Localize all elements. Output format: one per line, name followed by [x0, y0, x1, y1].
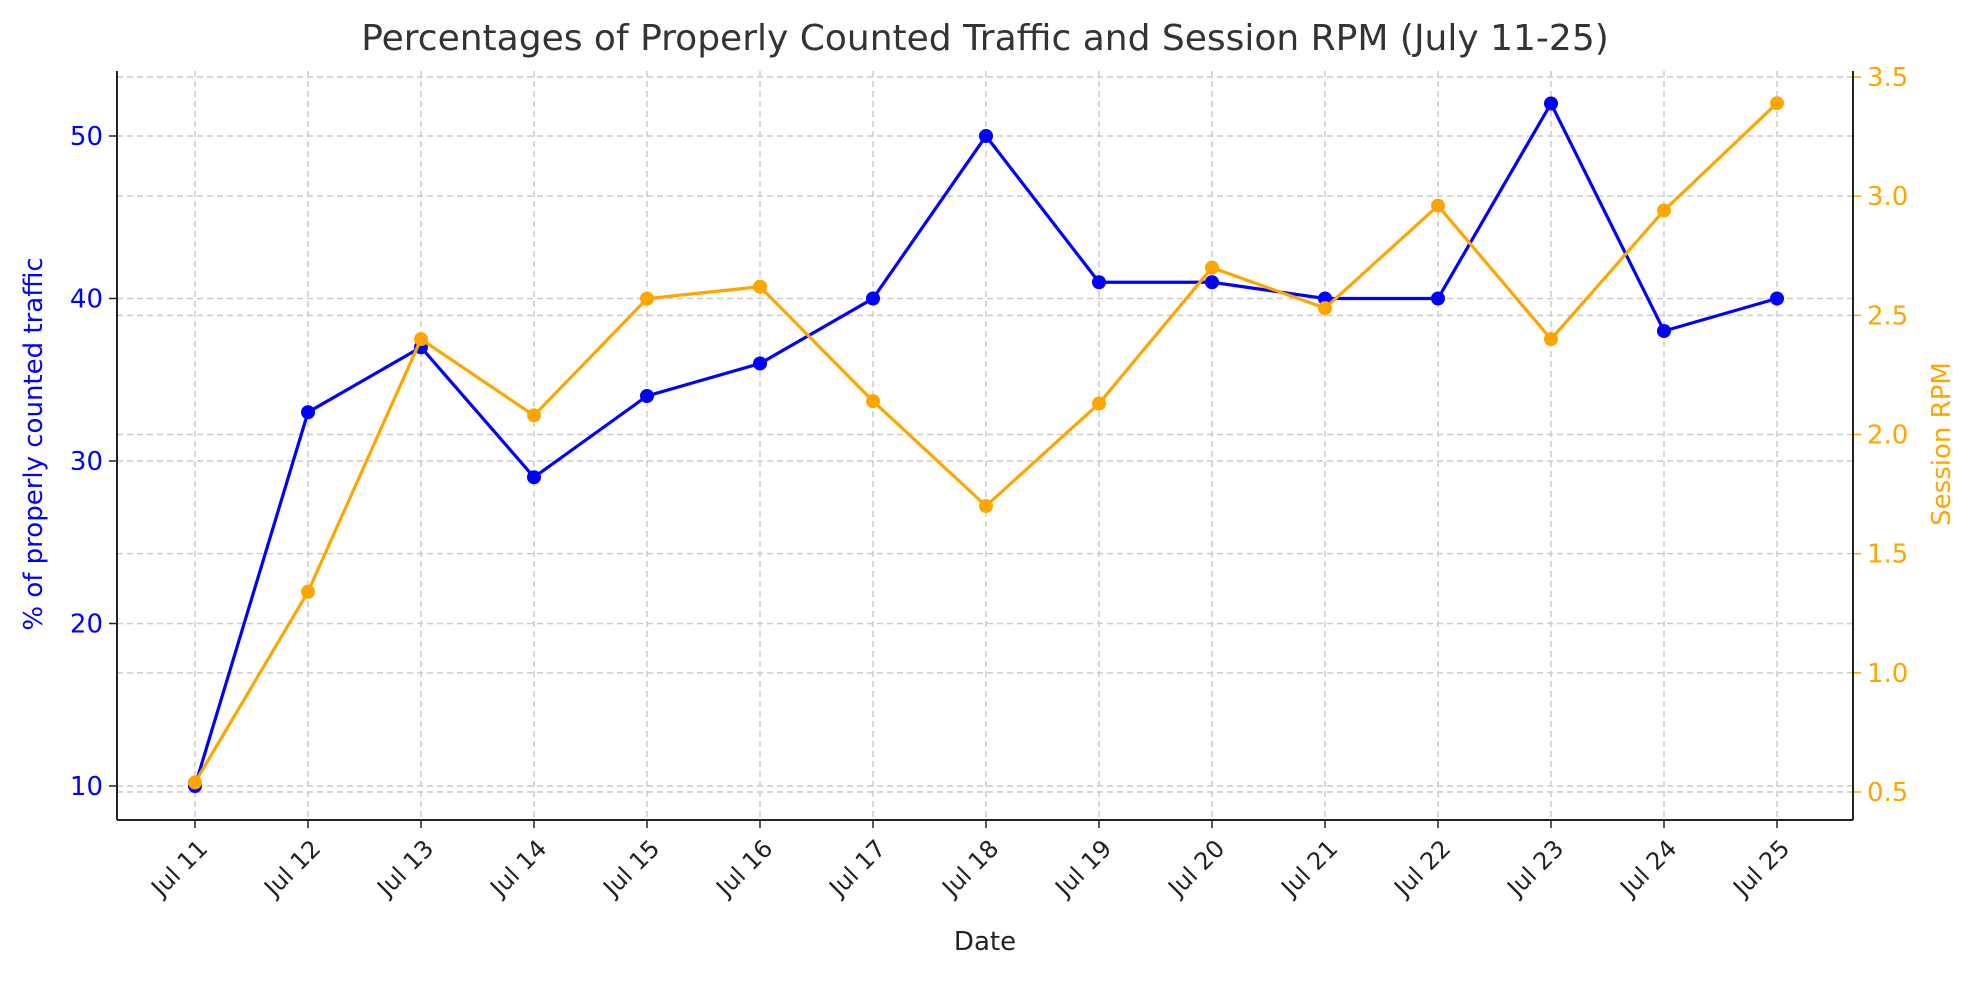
- data-point: [188, 775, 202, 790]
- data-point: [866, 394, 880, 409]
- data-point: [1431, 291, 1445, 306]
- x-tick-label: Jul 24: [1614, 834, 1683, 903]
- data-point: [1205, 275, 1219, 290]
- y-tick-label: 10: [70, 772, 103, 802]
- data-point: [1318, 291, 1332, 306]
- x-tick-label: Jul 12: [258, 834, 327, 903]
- series: [188, 96, 1784, 793]
- grid: [117, 71, 1853, 820]
- y2-tick-label: 3.5: [1867, 63, 1908, 93]
- data-point: [301, 405, 315, 420]
- data-point: [640, 389, 654, 403]
- data-point: [1544, 332, 1558, 347]
- x-tick-label: Jul 25: [1727, 834, 1796, 903]
- x-tick-label: Jul 17: [823, 834, 892, 903]
- data-point: [1431, 198, 1445, 213]
- data-point: [1657, 203, 1671, 218]
- data-point: [979, 129, 993, 143]
- y2-tick-label: 3.0: [1867, 182, 1908, 212]
- data-point: [1770, 96, 1784, 111]
- data-point: [640, 291, 654, 306]
- chart-title: Percentages of Properly Counted Traffic …: [361, 18, 1609, 59]
- y2-tick-label: 2.0: [1867, 421, 1908, 451]
- axes: Jul 11 Jul 12 Jul 13 Jul 14 Jul 15 Jul 16 Jul …: [70, 63, 1908, 903]
- x-tick-label: Jul 11: [145, 834, 214, 903]
- data-point: [1092, 396, 1106, 411]
- x-tick-label: Jul 22: [1388, 834, 1457, 903]
- x-axis-label: Date: [954, 927, 1016, 957]
- y2-tick-label: 1.5: [1867, 540, 1908, 570]
- data-point: [1092, 275, 1106, 290]
- x-tick-label: Jul 20: [1162, 834, 1231, 903]
- y-tick-label: 20: [70, 610, 103, 640]
- x-tick-label: Jul 21: [1275, 834, 1344, 903]
- y-tick-label: 50: [70, 122, 103, 152]
- x-tick-label: Jul 13: [371, 834, 440, 903]
- data-point: [527, 470, 541, 485]
- data-point: [979, 499, 993, 513]
- y2-axis-label: Session RPM: [1927, 362, 1957, 526]
- y-tick-label: 30: [70, 447, 103, 477]
- data-point: [1544, 96, 1558, 111]
- x-tick-label: Jul 15: [597, 834, 666, 903]
- x-tick-label: Jul 19: [1049, 834, 1118, 903]
- data-point: [1770, 291, 1784, 306]
- data-point: [866, 291, 880, 306]
- data-point: [414, 332, 428, 347]
- x-tick-label: Jul 18: [936, 834, 1005, 903]
- data-point: [301, 584, 315, 599]
- y2-tick-label: 2.5: [1867, 301, 1908, 331]
- data-point: [753, 356, 767, 371]
- x-tick-label: Jul 16: [710, 834, 779, 903]
- x-tick-label: Jul 23: [1501, 834, 1570, 903]
- data-point: [1657, 324, 1671, 338]
- data-point: [753, 279, 767, 294]
- y-tick-label: 40: [70, 285, 103, 315]
- y-axis-label: % of properly counted traffic: [19, 257, 49, 630]
- data-point: [527, 408, 541, 423]
- data-point: [1318, 301, 1332, 316]
- y2-tick-label: 0.5: [1867, 778, 1908, 808]
- data-point: [1205, 260, 1219, 275]
- y2-tick-label: 1.0: [1867, 659, 1908, 689]
- x-tick-label: Jul 14: [484, 834, 553, 903]
